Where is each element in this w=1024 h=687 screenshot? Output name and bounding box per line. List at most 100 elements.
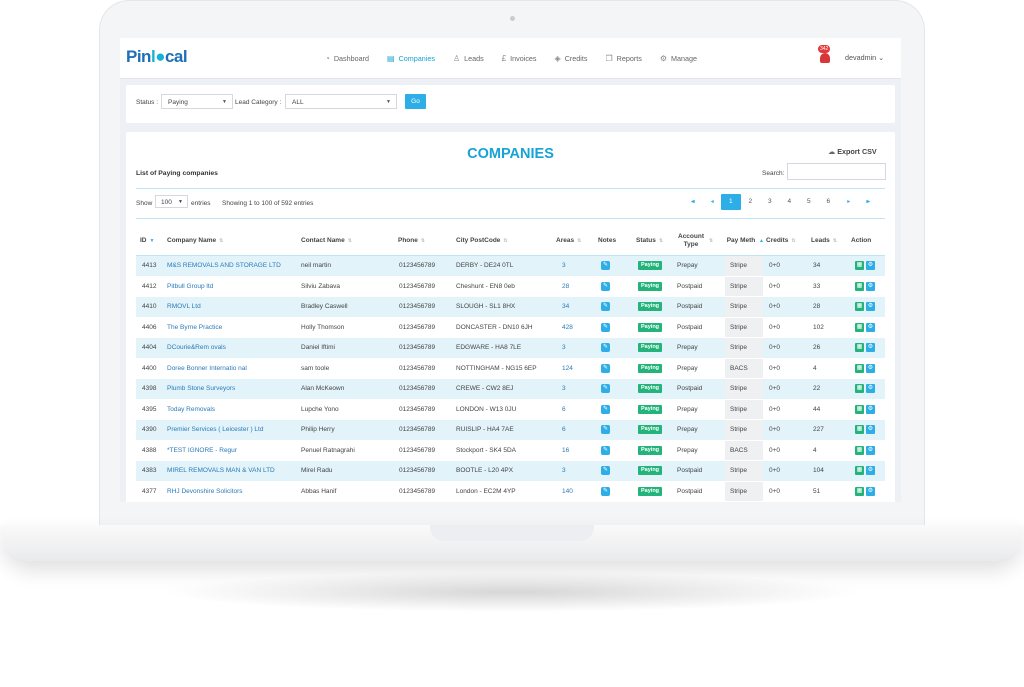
company-name-link[interactable]: RMOVL Ltd	[167, 303, 201, 310]
page-button[interactable]: 5	[806, 198, 811, 205]
settings-icon[interactable]: ⚙	[866, 343, 875, 352]
edit-icon[interactable]: ▦	[855, 445, 864, 455]
column-header[interactable]: Company Name ⇅	[167, 226, 297, 255]
settings-icon[interactable]: ⚙	[866, 322, 875, 332]
notifications[interactable]: 342	[818, 45, 832, 63]
table-row[interactable]: 4377 RHJ Devonshire Solicitors Abbas Hanif…	[136, 481, 885, 502]
lead-category-select[interactable]: ALL ▼	[285, 94, 397, 109]
go-button[interactable]: Go	[405, 94, 426, 109]
nav-companies[interactable]: ▤ Companies	[387, 54, 435, 63]
areas-link[interactable]: 428	[562, 323, 573, 331]
areas-link[interactable]: 140	[562, 487, 573, 495]
notes-icon[interactable]: ✎	[601, 486, 610, 496]
notes-icon[interactable]: ✎	[601, 425, 610, 434]
company-name-link[interactable]: Doree Bonner Internatio nal	[167, 364, 247, 372]
column-header[interactable]: Account Type ⇅	[676, 226, 722, 255]
page-button[interactable]: 3	[767, 198, 772, 205]
prev-page-icon[interactable]: ◂	[710, 199, 714, 205]
areas-link[interactable]: 28	[562, 282, 570, 290]
areas-link[interactable]: 16	[562, 446, 570, 454]
table-row[interactable]: 4390 Premier Services ( Leicester ) Ltd Ph…	[136, 420, 885, 441]
edit-icon[interactable]: ▦	[855, 281, 864, 291]
export-csv-button[interactable]: ☁ Export CSV	[828, 147, 877, 156]
table-row[interactable]: 4404 DCourie&Rem ovals Daniel Iftimi 012345…	[136, 338, 885, 359]
areas-link[interactable]: 6	[562, 405, 566, 413]
user-menu[interactable]: devadmin ⌄	[845, 53, 884, 62]
column-header[interactable]: Pay Meth ▲	[726, 226, 766, 255]
edit-icon[interactable]: ▦	[855, 384, 864, 393]
settings-icon[interactable]: ⚙	[866, 302, 875, 311]
company-name-link[interactable]: DCourie&Rem ovals	[167, 344, 226, 351]
edit-icon[interactable]: ▦	[855, 343, 864, 352]
column-header[interactable]: Action	[851, 226, 885, 255]
column-header[interactable]: Notes	[598, 226, 628, 255]
column-header[interactable]: ID ▼	[140, 226, 167, 255]
notes-icon[interactable]: ✎	[601, 384, 610, 393]
nav-invoices[interactable]: £ Invoices	[502, 54, 537, 63]
table-row[interactable]: 4400 Doree Bonner Internatio nal sam toole…	[136, 358, 885, 379]
settings-icon[interactable]: ⚙	[866, 384, 875, 393]
nav-manage[interactable]: ⚙ Manage	[660, 54, 697, 63]
areas-link[interactable]: 3	[562, 385, 566, 392]
column-header[interactable]: City PostCode ⇅	[456, 226, 552, 255]
table-row[interactable]: 4383 MIREL REMOVALS MAN & VAN LTD Mirel Ra…	[136, 461, 885, 482]
company-name-link[interactable]: Premier Services ( Leicester ) Ltd	[167, 426, 264, 433]
notes-icon[interactable]: ✎	[601, 404, 610, 414]
notes-icon[interactable]: ✎	[601, 302, 610, 311]
notes-icon[interactable]: ✎	[601, 261, 610, 270]
page-button[interactable]: 2	[748, 198, 753, 205]
notes-icon[interactable]: ✎	[601, 363, 610, 373]
edit-icon[interactable]: ▦	[855, 363, 864, 373]
notes-icon[interactable]: ✎	[601, 466, 610, 475]
settings-icon[interactable]: ⚙	[866, 261, 875, 270]
nav-reports[interactable]: ❐ Reports	[605, 54, 641, 63]
company-name-link[interactable]: RHJ Devonshire Solicitors	[167, 487, 243, 495]
page-button[interactable]: 1	[721, 194, 741, 210]
last-page-icon[interactable]: ▸▸	[866, 199, 870, 205]
edit-icon[interactable]: ▦	[855, 425, 864, 434]
table-row[interactable]: 4388 *TEST IGNORE - Regur Penuel Ratnagrah…	[136, 440, 885, 461]
status-select[interactable]: Paying ▼	[161, 94, 233, 109]
edit-icon[interactable]: ▦	[855, 302, 864, 311]
edit-icon[interactable]: ▦	[855, 261, 864, 270]
table-row[interactable]: 4406 The Byrne Practice Holly Thomson 01234…	[136, 317, 885, 338]
settings-icon[interactable]: ⚙	[866, 363, 875, 373]
nav-dashboard[interactable]: ◔ Dashboard	[325, 54, 369, 63]
company-name-link[interactable]: Today Removals	[167, 405, 216, 413]
table-row[interactable]: 4413 M&S REMOVALS AND STORAGE LTD neil mar…	[136, 256, 885, 277]
settings-icon[interactable]: ⚙	[866, 281, 875, 291]
table-row[interactable]: 4412 Pitbull Group ltd Silviu Zabava 012345…	[136, 276, 885, 297]
edit-icon[interactable]: ▦	[855, 486, 864, 496]
notes-icon[interactable]: ✎	[601, 445, 610, 455]
entries-length-select[interactable]: 100 ▼	[155, 195, 188, 208]
settings-icon[interactable]: ⚙	[866, 486, 875, 496]
column-header[interactable]: Leads ⇅	[811, 226, 851, 255]
first-page-icon[interactable]: ◂◂	[690, 199, 695, 205]
next-page-icon[interactable]: ▸	[847, 199, 850, 205]
settings-icon[interactable]: ⚙	[866, 425, 875, 434]
column-header[interactable]: Areas ⇅	[556, 226, 594, 255]
search-input[interactable]	[787, 163, 886, 180]
table-row[interactable]: 4410 RMOVL Ltd Bradley Caswell 0123456789 SL…	[136, 297, 885, 318]
edit-icon[interactable]: ▦	[855, 404, 864, 414]
column-header[interactable]: Phone ⇅	[398, 226, 454, 255]
notes-icon[interactable]: ✎	[601, 343, 610, 352]
areas-link[interactable]: 124	[562, 364, 573, 372]
settings-icon[interactable]: ⚙	[866, 445, 875, 455]
company-name-link[interactable]: Pitbull Group ltd	[167, 282, 214, 290]
nav-leads[interactable]: ♙ Leads	[453, 54, 484, 63]
areas-link[interactable]: 3	[562, 467, 566, 474]
company-name-link[interactable]: *TEST IGNORE - Regur	[167, 446, 237, 454]
settings-icon[interactable]: ⚙	[866, 466, 875, 475]
pinlocal-logo[interactable]: Pinl●cal	[126, 47, 188, 67]
company-name-link[interactable]: The Byrne Practice	[167, 323, 223, 331]
areas-link[interactable]: 34	[562, 303, 570, 310]
page-button[interactable]: 4	[787, 198, 792, 205]
settings-icon[interactable]: ⚙	[866, 404, 875, 414]
company-name-link[interactable]: Plumb Stone Surveyors	[167, 385, 236, 392]
areas-link[interactable]: 3	[562, 262, 566, 269]
company-name-link[interactable]: M&S REMOVALS AND STORAGE LTD	[167, 262, 281, 269]
company-name-link[interactable]: MIREL REMOVALS MAN & VAN LTD	[167, 467, 275, 474]
areas-link[interactable]: 6	[562, 426, 566, 433]
edit-icon[interactable]: ▦	[855, 322, 864, 332]
